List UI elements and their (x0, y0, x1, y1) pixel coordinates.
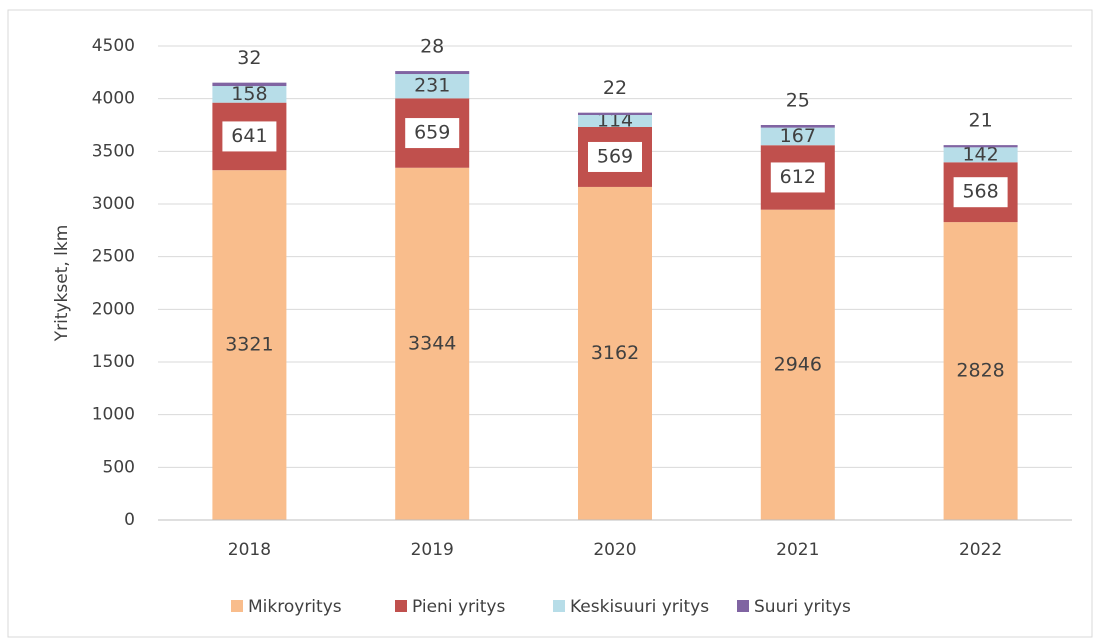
y-tick-label: 500 (103, 457, 135, 477)
data-label: 612 (780, 166, 816, 188)
legend-label: Pieni yritys (412, 597, 505, 617)
bar-segment (578, 112, 652, 115)
legend-swatch (737, 600, 749, 612)
bar-segment (395, 74, 470, 99)
bar-segment (760, 125, 835, 128)
data-label: 3321 (225, 334, 273, 356)
bar-segment (395, 71, 470, 75)
data-label: 158 (231, 83, 267, 105)
y-tick-label: 1000 (92, 405, 135, 425)
legend-label: Suuri yritys (754, 597, 851, 617)
x-tick-label: 2022 (959, 540, 1002, 560)
bar-segment (578, 114, 652, 128)
y-tick-label: 1500 (92, 352, 135, 372)
bar-segment (943, 147, 1018, 163)
data-label: 568 (962, 181, 998, 203)
data-label: 114 (597, 109, 633, 131)
bar-segment (760, 127, 835, 146)
data-label: 569 (597, 145, 633, 167)
bar-segment (760, 209, 835, 521)
y-tick-label: 3000 (92, 194, 135, 214)
data-label-box (588, 141, 642, 172)
y-tick-label: 3500 (92, 141, 135, 161)
data-label: 231 (414, 75, 450, 97)
data-label: 659 (414, 122, 450, 144)
data-label: 3344 (408, 332, 456, 354)
chart-frame (7, 9, 1093, 638)
x-tick-label: 2020 (593, 540, 636, 560)
data-label: 21 (969, 110, 993, 132)
bar-segment (212, 82, 287, 87)
data-label-box (405, 118, 460, 149)
data-label: 22 (603, 77, 627, 99)
y-tick-label: 4500 (92, 36, 135, 56)
data-label: 28 (420, 36, 444, 58)
data-label: 641 (231, 125, 267, 147)
y-axis-title: Yritykset, lkm (52, 225, 72, 343)
data-label: 25 (786, 90, 810, 112)
data-label: 2828 (956, 360, 1004, 382)
legend-label: Mikroyritys (248, 597, 342, 617)
data-label: 32 (237, 47, 261, 69)
data-label: 142 (962, 143, 998, 165)
y-tick-label: 2500 (92, 247, 135, 267)
bar-segment (943, 222, 1018, 520)
bar-segment (212, 170, 287, 521)
y-tick-label: 2000 (92, 299, 135, 319)
y-tick-label: 4000 (92, 89, 135, 109)
bar-segment (943, 145, 1018, 148)
x-tick-label: 2018 (228, 540, 271, 560)
legend-label: Keskisuuri yritys (570, 597, 709, 617)
data-label-box (770, 162, 825, 193)
legend-swatch (231, 600, 243, 612)
data-label: 167 (780, 125, 816, 147)
x-tick-label: 2019 (411, 540, 454, 560)
bar-segment (578, 186, 652, 520)
bar-segment (212, 86, 287, 103)
legend-swatch (553, 600, 565, 612)
bar-segment (395, 167, 470, 521)
data-label-box (222, 121, 277, 152)
data-label: 3162 (591, 342, 639, 364)
data-label: 2946 (774, 353, 822, 375)
legend-swatch (395, 600, 407, 612)
data-label-box (953, 177, 1008, 208)
y-tick-label: 0 (124, 510, 135, 530)
x-tick-label: 2021 (776, 540, 819, 560)
